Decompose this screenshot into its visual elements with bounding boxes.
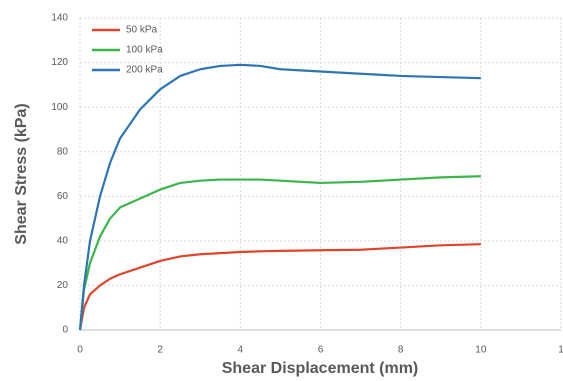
y-tick-label: 60 bbox=[57, 191, 69, 202]
y-tick-label: 0 bbox=[62, 325, 68, 336]
y-tick-label: 20 bbox=[57, 280, 69, 291]
x-tick-label: 10 bbox=[475, 345, 487, 356]
x-axis-label: Shear Displacement (mm) bbox=[222, 360, 419, 377]
x-tick-label: 8 bbox=[398, 345, 404, 356]
x-tick-label: 4 bbox=[238, 345, 244, 356]
x-tick-label: 0 bbox=[77, 345, 83, 356]
series-line bbox=[78, 63, 481, 331]
y-tick-label: 80 bbox=[57, 146, 69, 157]
legend-label: 50 kPa bbox=[126, 25, 158, 36]
series-line bbox=[78, 243, 481, 331]
y-tick-label: 140 bbox=[51, 13, 68, 24]
x-tick-label: 1 bbox=[558, 345, 563, 356]
legend-label: 200 kPa bbox=[126, 65, 163, 76]
y-axis-label: Shear Stress (kPa) bbox=[13, 103, 30, 244]
x-tick-label: 6 bbox=[318, 345, 324, 356]
y-tick-label: 120 bbox=[51, 57, 68, 68]
legend-label: 100 kPa bbox=[126, 45, 163, 56]
x-tick-label: 2 bbox=[157, 345, 163, 356]
y-tick-label: 100 bbox=[51, 102, 68, 113]
y-tick-label: 40 bbox=[57, 235, 69, 246]
series-line bbox=[78, 175, 481, 331]
